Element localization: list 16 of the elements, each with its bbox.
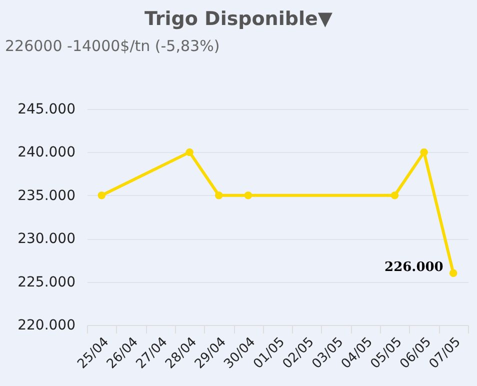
y-tick-label: 225.000: [18, 274, 76, 290]
point: [449, 269, 458, 278]
point: [98, 192, 106, 200]
y-tick-label: 220.000: [18, 318, 76, 334]
chart-title: Trigo Disponible▼: [144, 8, 334, 30]
point: [390, 192, 399, 200]
chart-subtitle: 226000 -14000$/tn (-5,83%): [5, 37, 220, 55]
data-label: 226.000: [384, 260, 444, 276]
y-tick-label: 240.000: [18, 144, 76, 161]
point: [244, 192, 252, 200]
point: [420, 148, 428, 156]
point: [215, 192, 223, 200]
y-tick-label: 230.000: [18, 231, 76, 248]
y-tick-label: 235.000: [18, 188, 76, 204]
y-tick-label: 245.000: [18, 102, 76, 118]
point: [186, 148, 194, 156]
